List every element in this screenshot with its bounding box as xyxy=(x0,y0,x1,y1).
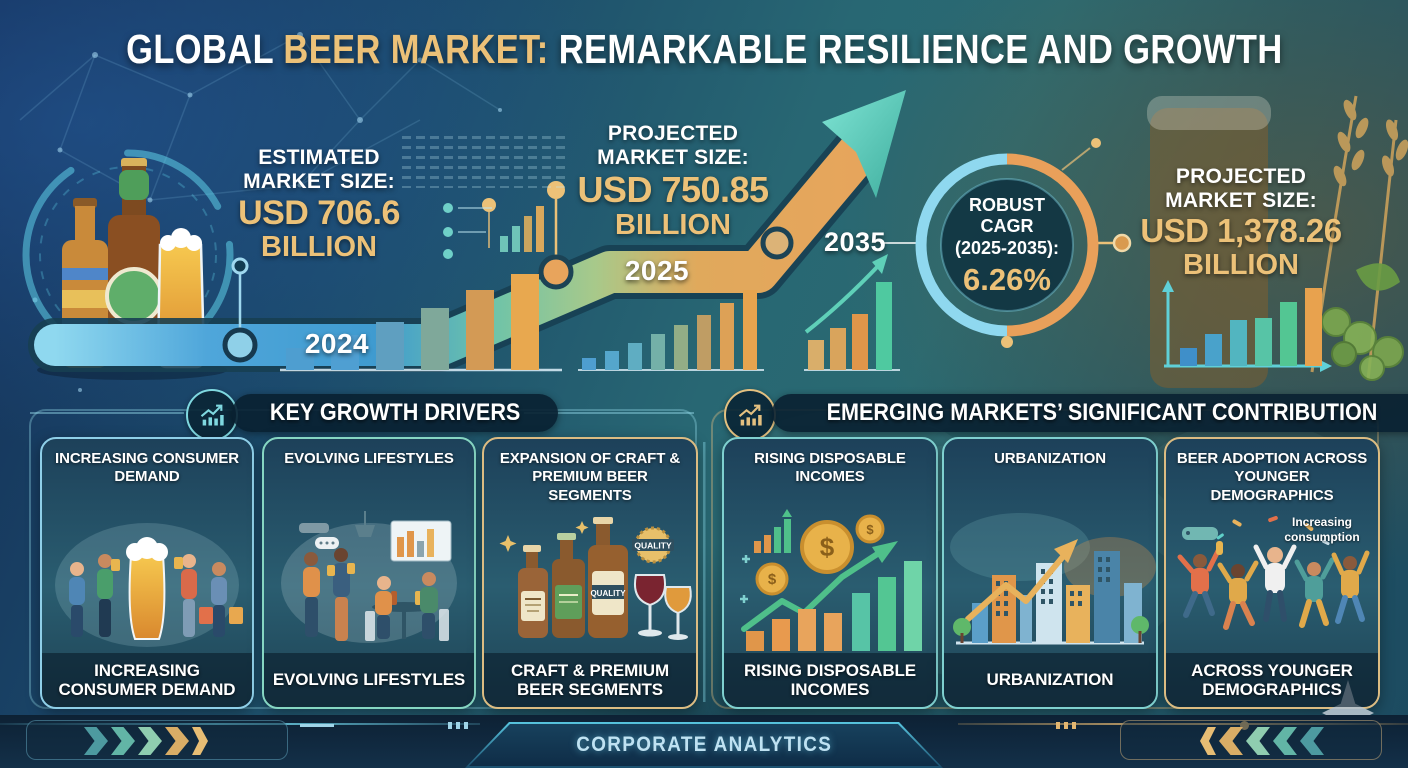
card-increasing-consumer-demand: INCREASING CONSUMER DEMAND IN xyxy=(40,437,254,709)
milestone-2025-unit: BILLION xyxy=(615,209,731,242)
page-title: GLOBAL BEER MARKET: REMARKABLE RESILIENC… xyxy=(0,26,1408,73)
svg-text:$: $ xyxy=(866,522,874,537)
beer-glass-photo-decoration xyxy=(1147,96,1271,388)
cagr-ring xyxy=(915,138,1101,348)
hud-tick xyxy=(1064,722,1068,729)
milestone-2024-block: ESTIMATED MARKET SIZE: USD 706.6 BILLION xyxy=(213,146,425,264)
mini-bar-chart-2025 xyxy=(578,290,764,371)
card-caption: URBANIZATION xyxy=(944,653,1156,707)
svg-text:$: $ xyxy=(768,571,777,588)
title-part1: GLOBAL xyxy=(125,26,284,72)
data-texture-decoration xyxy=(402,136,570,188)
milestone-2025-label2: MARKET SIZE: xyxy=(597,145,749,169)
cagr-value: 6.26% xyxy=(963,261,1051,297)
chevrons-left-icon xyxy=(1200,727,1324,755)
milestone-2035-label2: MARKET SIZE: xyxy=(1165,188,1317,212)
mini-bar-chart-2024 xyxy=(280,274,562,372)
constellation-dots xyxy=(32,32,502,392)
milestone-2024-label2: MARKET SIZE: xyxy=(243,169,395,193)
milestone-2035-value: USD 1,378.26 xyxy=(1140,211,1342,249)
quality-badge-text: QUALITY xyxy=(634,541,672,551)
card-title: RISING DISPOSABLE INCOMES xyxy=(754,450,906,486)
card-caption: RISING DISPOSABLE INCOMES xyxy=(724,653,936,707)
dot-chart-decoration xyxy=(443,203,544,259)
coin-dollar-text: $ xyxy=(820,532,835,562)
section-header-growth-drivers: KEY GROWTH DRIVERS xyxy=(232,394,559,432)
footer-center-panel: CORPORATE ANALYTICS xyxy=(465,722,943,768)
milestone-markers xyxy=(222,181,1132,363)
year-2024-label: 2024 xyxy=(304,328,370,359)
hud-tick xyxy=(448,722,452,729)
consumer-demand-illustration xyxy=(55,523,243,647)
incomes-illustration: $ $ $ xyxy=(740,509,922,651)
constellation-decoration xyxy=(19,34,501,201)
cagr-line1: ROBUST xyxy=(969,194,1045,215)
card-rising-disposable-incomes: RISING DISPOSABLE INCOMES $ $ $ xyxy=(722,437,938,709)
milestone-2035-unit: BILLION xyxy=(1183,248,1299,281)
hops-decoration xyxy=(1321,263,1404,381)
mini-growth-chart xyxy=(804,254,900,371)
growth-chart-icon xyxy=(186,389,238,441)
card-title: EVOLVING LIFESTYLES xyxy=(284,450,454,467)
card-title: EXPANSION OF CRAFT & PREMIUM BEER SEGMEN… xyxy=(499,450,681,504)
card-caption: CRAFT & PREMIUM BEER SEGMENTS xyxy=(484,653,696,707)
card-caption: INCREASING CONSUMER DEMAND xyxy=(42,653,252,707)
card-title: INCREASING CONSUMER DEMAND xyxy=(55,450,239,486)
card-craft-premium-segments: EXPANSION OF CRAFT & PREMIUM BEER SEGMEN… xyxy=(482,437,698,709)
card-evolving-lifestyles: EVOLVING LIFESTYLES xyxy=(262,437,476,709)
card-title: URBANIZATION xyxy=(994,450,1106,467)
milestone-2024-value: USD 706.6 xyxy=(238,193,400,232)
title-part2: REMARKABLE RESILIENCE AND GROWTH xyxy=(548,26,1283,72)
cagr-line3: (2025-2035): xyxy=(954,237,1060,258)
card-caption: ACROSS YOUNGER DEMOGRAPHICS xyxy=(1166,653,1378,707)
card-caption: EVOLVING LIFESTYLES xyxy=(264,653,474,707)
hud-tick xyxy=(1072,722,1076,729)
footer-label: CORPORATE ANALYTICS xyxy=(576,733,832,756)
hud-tick xyxy=(456,722,460,729)
year-2035-label: 2035 xyxy=(823,227,887,257)
milestone-2024-label1: ESTIMATED xyxy=(258,146,380,169)
hud-dash xyxy=(300,724,334,727)
milestone-2035-block: PROJECTED MARKET SIZE: USD 1,378.26 BILL… xyxy=(1105,165,1377,282)
footer-bar: CORPORATE ANALYTICS xyxy=(0,715,1408,768)
hud-tick xyxy=(464,722,468,729)
card-younger-demographics: BEER ADOPTION ACROSS YOUNGER DEMOGRAPHIC… xyxy=(1164,437,1380,709)
timeline-ribbon xyxy=(28,90,906,372)
milestone-2025-value: USD 750.85 xyxy=(577,168,769,210)
milestone-2025-block: PROJECTED MARKET SIZE: USD 750.85 BILLIO… xyxy=(563,122,783,242)
milestone-2024-unit: BILLION xyxy=(261,230,377,263)
annotation-increasing-consumption: Increasing consumption xyxy=(1284,515,1360,544)
section-title-right: EMERGING MARKETS’ SIGNIFICANT CONTRIBUTI… xyxy=(826,399,1378,426)
hud-tick xyxy=(1056,722,1060,729)
chevrons-right-icon xyxy=(84,727,208,755)
cagr-line2: CAGR xyxy=(980,216,1034,237)
milestone-2025-label1: PROJECTED xyxy=(607,122,739,145)
urbanization-illustration xyxy=(950,513,1156,645)
bottle-label-text: QUALITY xyxy=(590,589,626,598)
year-2025-label: 2025 xyxy=(624,255,690,286)
young-people-illustration xyxy=(1177,515,1370,630)
craft-beer-illustration: QUALITY QUALITY xyxy=(499,517,692,640)
cagr-badge: ROBUST CAGR (2025-2035): 6.26% xyxy=(927,176,1087,316)
card-title: BEER ADOPTION ACROSS YOUNGER DEMOGRAPHIC… xyxy=(1176,450,1368,504)
lifestyles-illustration xyxy=(281,511,457,643)
title-highlight: BEER MARKET: xyxy=(283,26,549,72)
card-urbanization: URBANIZATION xyxy=(942,437,1158,709)
section-header-emerging-markets: EMERGING MARKETS’ SIGNIFICANT CONTRIBUTI… xyxy=(772,394,1408,432)
emerging-markets-chart-icon xyxy=(724,389,776,441)
section-title-left: KEY GROWTH DRIVERS xyxy=(269,399,521,426)
mini-bar-chart-2035 xyxy=(1162,280,1332,372)
milestone-2035-label1: PROJECTED xyxy=(1175,165,1307,188)
